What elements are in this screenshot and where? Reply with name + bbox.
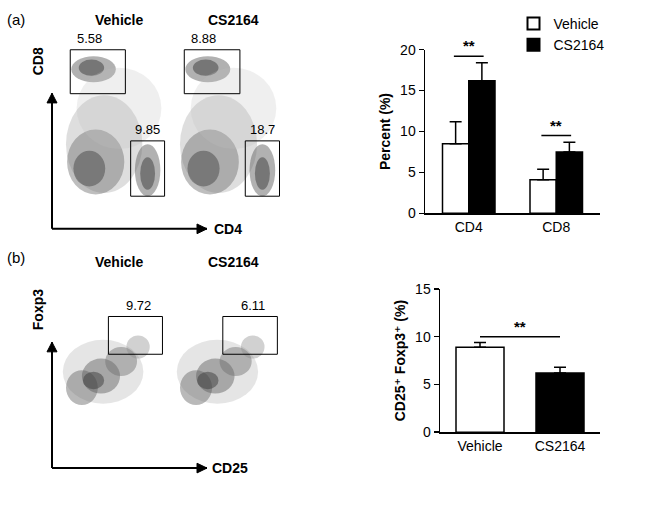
svg-text:6.11: 6.11 (241, 298, 265, 313)
svg-text:15: 15 (415, 281, 431, 297)
svg-text:(a): (a) (7, 11, 25, 28)
svg-text:10: 10 (400, 123, 416, 139)
svg-text:(b): (b) (7, 249, 25, 266)
svg-text:5.58: 5.58 (77, 31, 102, 46)
svg-text:Vehicle: Vehicle (457, 438, 502, 454)
svg-text:0: 0 (408, 205, 416, 221)
svg-text:CD25: CD25 (212, 460, 248, 476)
svg-text:Vehicle: Vehicle (554, 16, 599, 32)
svg-text:CS2164: CS2164 (535, 438, 586, 454)
svg-text:CD8: CD8 (542, 219, 570, 235)
svg-text:9.72: 9.72 (126, 298, 151, 313)
svg-text:18.7: 18.7 (250, 122, 275, 137)
svg-text:5: 5 (423, 376, 431, 392)
svg-text:Vehicle: Vehicle (95, 12, 143, 28)
svg-text:CD8: CD8 (30, 47, 46, 75)
svg-text:10: 10 (415, 329, 431, 345)
svg-text:5: 5 (408, 164, 416, 180)
svg-text:CD25⁺ Foxp3⁺ (%): CD25⁺ Foxp3⁺ (%) (392, 300, 408, 421)
svg-text:CS2164: CS2164 (208, 12, 259, 28)
svg-text:0: 0 (423, 424, 431, 440)
svg-text:CD4: CD4 (455, 219, 483, 235)
svg-text:**: ** (463, 37, 475, 54)
svg-text:20: 20 (400, 42, 416, 58)
svg-text:**: ** (550, 117, 562, 134)
svg-text:CD4: CD4 (214, 221, 242, 237)
svg-text:Percent (%): Percent (%) (377, 93, 393, 170)
svg-text:15: 15 (400, 82, 416, 98)
svg-text:Foxp3: Foxp3 (30, 289, 46, 330)
svg-text:CS2164: CS2164 (554, 37, 605, 53)
svg-text:9.85: 9.85 (135, 122, 160, 137)
svg-text:CS2164: CS2164 (208, 254, 259, 270)
svg-text:8.88: 8.88 (191, 31, 216, 46)
svg-text:**: ** (514, 318, 526, 335)
svg-text:Vehicle: Vehicle (95, 254, 143, 270)
